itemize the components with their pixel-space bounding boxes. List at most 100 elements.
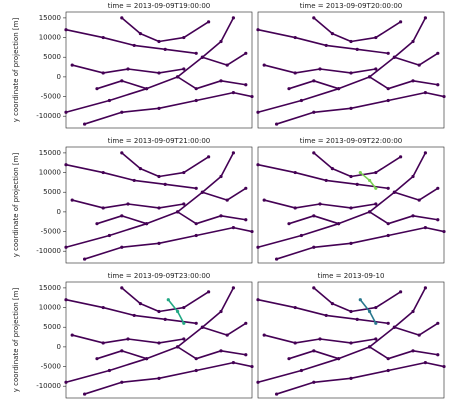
river-point — [386, 222, 390, 226]
river-point — [423, 361, 427, 365]
y-axis-label: y coordinate of projection [m] — [12, 153, 20, 258]
river-point — [386, 357, 390, 361]
river-point — [262, 198, 266, 202]
river-point — [386, 368, 390, 373]
panel-title: time = 2013-09-09T22:00:00 — [300, 137, 403, 145]
river-point — [225, 198, 229, 202]
river-point — [374, 170, 378, 175]
river-point — [138, 302, 142, 306]
river-point — [411, 214, 415, 218]
river-point — [262, 333, 266, 337]
river-point — [157, 376, 161, 380]
river-point — [182, 67, 186, 71]
river-point — [107, 233, 111, 238]
river-line — [84, 226, 253, 260]
river-point — [256, 298, 260, 302]
river-point — [126, 202, 130, 206]
river-point — [145, 222, 149, 226]
river-line — [369, 346, 438, 360]
river-point — [176, 309, 180, 314]
river-point — [442, 94, 446, 99]
river-point — [436, 218, 440, 222]
river-point — [293, 71, 297, 75]
river-point — [423, 286, 427, 290]
river-point — [358, 170, 362, 175]
y-tick-label: 15000 — [39, 149, 61, 157]
river-point — [386, 321, 390, 325]
river-point — [132, 43, 136, 48]
river-point — [312, 349, 316, 353]
y-tick-label: 5000 — [43, 53, 61, 61]
river-point — [101, 35, 105, 40]
y-tick-label: 10000 — [39, 304, 61, 312]
river-point — [126, 67, 130, 71]
river-point — [231, 16, 235, 20]
river-point — [182, 321, 186, 325]
y-tick-label: 10000 — [39, 169, 61, 177]
river-point — [358, 298, 362, 302]
river-point — [392, 55, 396, 59]
river-point — [349, 241, 353, 245]
river-point — [312, 151, 316, 155]
river-point — [349, 309, 353, 314]
river-point — [374, 305, 378, 310]
river-point — [312, 245, 316, 249]
river-point — [411, 349, 415, 353]
river-point — [194, 233, 198, 238]
river-point — [337, 357, 341, 361]
river-point — [324, 43, 328, 48]
river-point — [244, 321, 248, 325]
river-point — [355, 47, 359, 51]
river-point — [176, 345, 180, 349]
river-point — [200, 55, 204, 59]
y-tick-label: 15000 — [39, 284, 61, 292]
river-point — [411, 79, 415, 83]
river-point — [163, 317, 167, 321]
river-point — [386, 51, 390, 55]
river-point — [423, 226, 427, 230]
y-tick-label: -10000 — [36, 112, 61, 120]
river-point — [423, 151, 427, 155]
river-point — [386, 87, 390, 91]
river-line — [84, 91, 253, 125]
river-point — [231, 91, 235, 95]
river-point — [324, 313, 328, 318]
river-point — [194, 357, 198, 361]
river-point — [293, 341, 297, 345]
river-point — [166, 298, 170, 302]
river-point — [442, 229, 446, 234]
river-point — [244, 218, 248, 222]
river-point — [411, 174, 415, 179]
river-point — [120, 151, 124, 155]
river-point — [318, 337, 322, 341]
river-point — [157, 241, 161, 245]
river-point — [132, 178, 136, 183]
river-point — [157, 39, 161, 44]
river-point — [120, 79, 124, 83]
river-point — [399, 20, 403, 24]
river-point — [312, 380, 316, 384]
river-point — [83, 122, 87, 126]
river-point — [256, 110, 260, 114]
river-point — [312, 16, 316, 20]
river-point — [95, 357, 99, 361]
river-point — [349, 376, 353, 380]
river-point — [101, 206, 105, 210]
river-point — [163, 47, 167, 51]
river-point — [182, 305, 186, 310]
river-point — [436, 83, 440, 87]
river-line — [84, 361, 253, 395]
river-point — [386, 186, 390, 190]
river-point — [120, 245, 124, 249]
river-point — [200, 325, 204, 329]
river-point — [330, 302, 334, 306]
river-point — [262, 63, 266, 67]
river-line — [177, 346, 246, 360]
river-point — [349, 39, 353, 44]
panel-title: time = 2013-09-09T21:00:00 — [108, 137, 211, 145]
river-point — [374, 67, 378, 71]
river-point — [176, 210, 180, 214]
river-point — [244, 83, 248, 87]
river-point — [436, 353, 440, 357]
river-point — [293, 35, 297, 40]
